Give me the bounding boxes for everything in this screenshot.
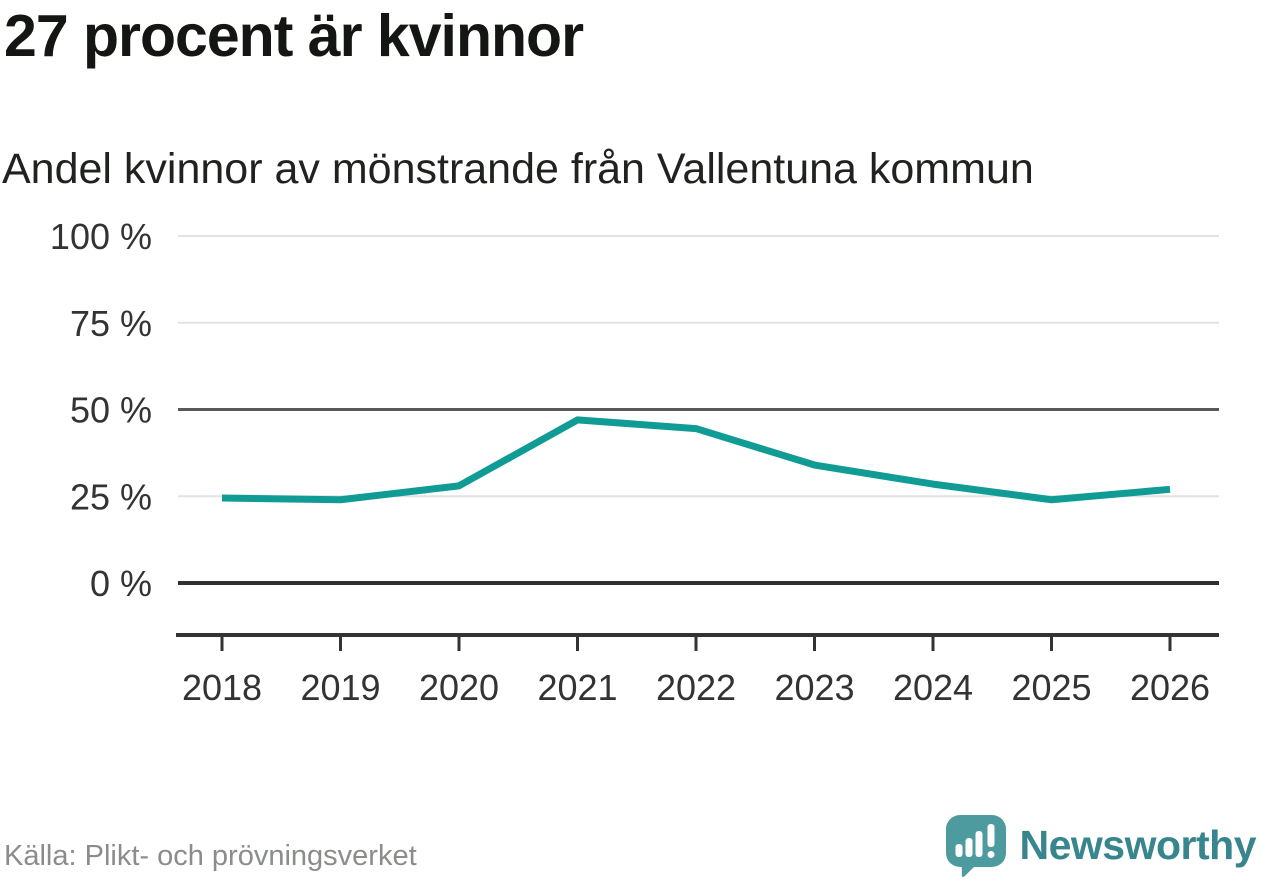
newsworthy-logo: Newsworthy [944,812,1257,878]
exclamation-dot [987,851,994,858]
y-axis-label: 100 % [50,216,152,257]
y-axis-label: 50 % [70,390,152,431]
y-axis-label: 25 % [70,476,152,517]
x-axis-label: 2020 [419,667,499,708]
exclamation-bar [987,824,994,847]
data-line-andel-kvinnor [221,416,1171,504]
newsworthy-logo-icon [945,815,1006,877]
x-axis-label: 2026 [1130,667,1210,708]
x-axis-label: 2025 [1011,667,1091,708]
x-axis-label: 2019 [300,667,380,708]
page-title: 27 procent är kvinnor [4,3,584,69]
chart-subtitle: Andel kvinnor av mönstrande från Vallent… [2,145,1034,193]
x-axis-label: 2022 [656,667,736,708]
x-axis-label: 2018 [182,667,262,708]
line-chart: 0 % 25 % 50 % 75 % 100 % 2018 2019 2020 2021 2022… [50,216,1219,708]
bar-chart-bar-small [955,844,962,857]
newsworthy-logo-text: Newsworthy [1019,821,1257,868]
y-axis-label: 0 % [90,563,152,604]
x-axis-label: 2023 [774,667,854,708]
bar-chart-bar-large [975,831,982,857]
y-axis-label: 75 % [70,303,152,344]
bar-chart-bar-medium [965,838,972,857]
x-axis-label: 2021 [537,667,617,708]
source-caption: Källa: Plikt- och prövningsverket [4,840,417,872]
x-axis-label: 2024 [893,667,973,708]
